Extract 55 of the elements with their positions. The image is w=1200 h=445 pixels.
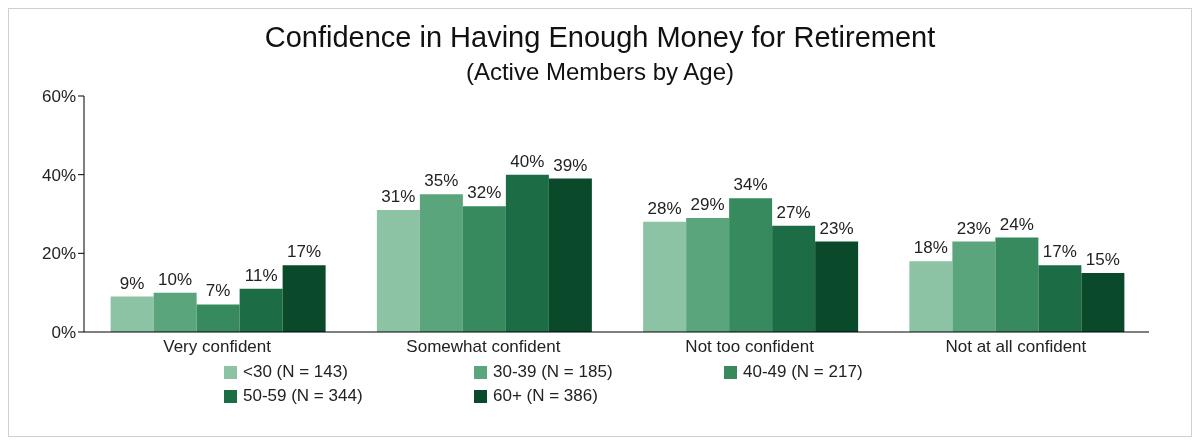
y-tick-label: 0%	[51, 323, 76, 343]
data-label: 31%	[381, 187, 416, 207]
data-label: 34%	[733, 175, 768, 195]
legend-label: 50-59 (N = 344)	[243, 386, 363, 406]
bar	[110, 296, 154, 332]
bar	[995, 237, 1039, 332]
data-label: 32%	[467, 183, 502, 203]
bar	[1038, 265, 1082, 332]
data-label: 23%	[956, 218, 991, 238]
data-label: 18%	[913, 238, 948, 258]
bar	[462, 206, 506, 332]
chart-title: Confidence in Having Enough Money for Retirement	[263, 21, 937, 54]
y-tick-label: 20%	[41, 244, 76, 264]
data-label: 11%	[244, 265, 278, 285]
bar	[1081, 273, 1125, 332]
data-label: 27%	[776, 202, 811, 222]
data-label: 7%	[205, 281, 231, 301]
bar	[282, 265, 326, 332]
data-label: 17%	[1042, 242, 1077, 262]
legend-label: 40-49 (N = 217)	[743, 362, 863, 382]
data-label: 9%	[119, 273, 145, 293]
data-label: 15%	[1085, 250, 1120, 269]
legend-label: 60+ (N = 386)	[493, 386, 598, 406]
x-tick-label: Not too confident	[685, 337, 815, 357]
y-tick-label: 60%	[41, 87, 76, 107]
data-label: 29%	[690, 194, 725, 214]
data-label: 35%	[424, 171, 459, 191]
y-tick-label: 40%	[41, 165, 76, 185]
data-label: 24%	[999, 214, 1034, 234]
bar	[239, 288, 283, 332]
bar	[729, 198, 773, 332]
bar	[772, 225, 816, 332]
data-label: 39%	[553, 155, 588, 175]
x-tick-label: Not at all confident	[945, 337, 1087, 357]
chart-subtitle: (Active Members by Age)	[464, 58, 736, 86]
bar	[548, 178, 592, 332]
bar	[909, 261, 953, 332]
bar	[505, 174, 549, 332]
data-label: 23%	[819, 218, 854, 238]
data-label: 40%	[510, 151, 545, 171]
legend-label: 30-39 (N = 185)	[493, 362, 613, 382]
bar	[643, 221, 687, 332]
bar	[419, 194, 463, 332]
data-label: 17%	[287, 242, 322, 262]
bar	[952, 241, 996, 332]
bar	[815, 241, 859, 332]
bar	[196, 304, 240, 332]
bar	[153, 292, 197, 332]
x-tick-label: Very confident	[163, 337, 272, 357]
data-label: 28%	[647, 198, 682, 218]
x-tick-label: Somewhat confident	[406, 337, 561, 357]
legend-label: <30 (N = 143)	[243, 362, 348, 382]
bar	[376, 210, 420, 332]
bar	[686, 217, 730, 332]
data-label: 10%	[158, 269, 193, 289]
